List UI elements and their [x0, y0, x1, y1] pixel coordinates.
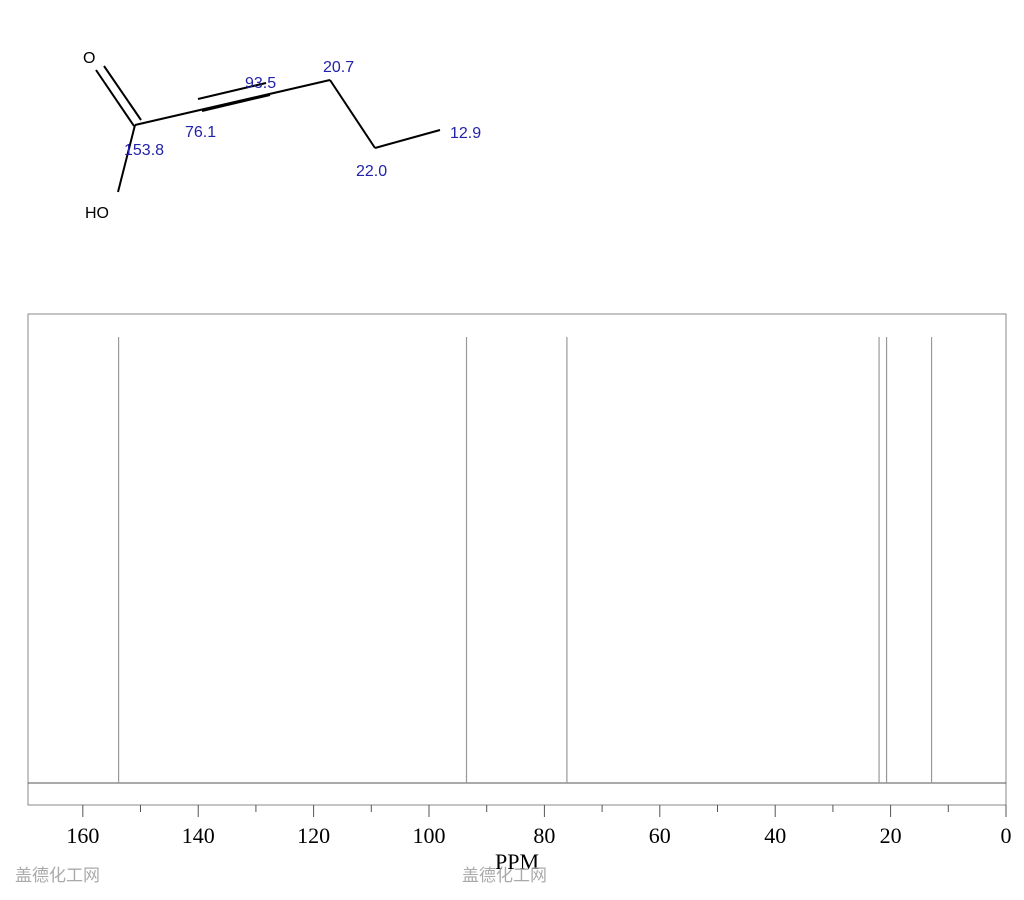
x-tick-label: 140: [182, 823, 215, 848]
atom-label: O: [83, 50, 95, 67]
x-tick-label: 100: [413, 823, 446, 848]
x-tick-label: 160: [66, 823, 99, 848]
shift-label: 22.0: [356, 163, 387, 180]
bond: [95, 69, 135, 127]
shift-label: 93.5: [245, 75, 276, 92]
bond: [329, 79, 376, 149]
x-tick-label: 0: [1001, 823, 1012, 848]
plot: 160 140 120 100 80 60 40 20 0: [66, 337, 1012, 848]
watermark: 盖德化工网: [462, 866, 547, 886]
plot-frame: [27, 313, 1007, 806]
bond: [117, 124, 136, 193]
x-tick-label: 80: [533, 823, 555, 848]
shift-label: 12.9: [450, 125, 481, 142]
bond: [103, 65, 142, 121]
bond: [374, 129, 441, 149]
bond: [201, 94, 271, 112]
x-tick-label: 60: [649, 823, 671, 848]
shift-label: 20.7: [323, 59, 354, 76]
bond: [134, 79, 331, 126]
x-axis-label: PPM: [495, 849, 539, 874]
watermark: 盖德化工网: [15, 866, 100, 886]
molecule: [95, 65, 441, 193]
shift-label: 76.1: [185, 124, 216, 141]
shift-label: 153.8: [124, 142, 164, 159]
atom-label: HO: [85, 205, 109, 222]
x-tick-label: 120: [297, 823, 330, 848]
bond: [197, 82, 267, 100]
x-tick-label: 20: [880, 823, 902, 848]
x-tick-label: 40: [764, 823, 786, 848]
